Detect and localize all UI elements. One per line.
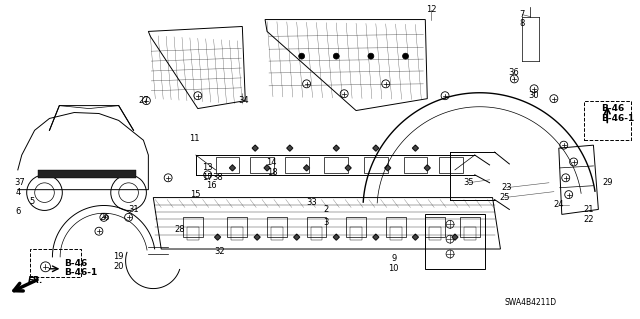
Bar — [404, 157, 428, 173]
Circle shape — [333, 53, 339, 59]
Bar — [310, 227, 323, 240]
Text: SWA4B4211D: SWA4B4211D — [504, 298, 557, 307]
Polygon shape — [333, 234, 339, 240]
Polygon shape — [333, 145, 339, 151]
Text: B-46-1: B-46-1 — [602, 114, 635, 123]
Polygon shape — [287, 145, 292, 151]
Polygon shape — [424, 165, 430, 171]
Text: 21: 21 — [583, 205, 594, 214]
Bar — [429, 227, 441, 240]
Text: 25: 25 — [499, 193, 509, 202]
Text: 22: 22 — [583, 215, 594, 224]
Text: 30: 30 — [529, 91, 540, 100]
Bar — [29, 249, 81, 277]
Text: FR.: FR. — [28, 276, 43, 285]
Text: 19: 19 — [113, 252, 124, 262]
Polygon shape — [230, 165, 236, 171]
Polygon shape — [345, 165, 351, 171]
Polygon shape — [303, 165, 310, 171]
Bar — [386, 217, 406, 237]
Text: 2: 2 — [324, 205, 329, 214]
Text: 28: 28 — [175, 225, 186, 234]
Text: 32: 32 — [214, 248, 225, 256]
Text: B-46-1: B-46-1 — [64, 268, 97, 277]
Polygon shape — [373, 145, 379, 151]
Circle shape — [299, 53, 305, 59]
Polygon shape — [412, 145, 419, 151]
Text: 4: 4 — [15, 188, 20, 197]
Text: 29: 29 — [602, 178, 612, 187]
Text: 20: 20 — [113, 262, 124, 271]
Text: 11: 11 — [189, 134, 200, 143]
Bar — [439, 157, 463, 173]
Text: 6: 6 — [15, 207, 20, 216]
Bar — [460, 217, 480, 237]
Bar — [464, 227, 476, 240]
Bar — [346, 217, 366, 237]
Text: 9: 9 — [391, 254, 396, 263]
Text: 16: 16 — [206, 181, 217, 190]
Text: 18: 18 — [267, 168, 277, 177]
Bar — [307, 217, 326, 237]
Bar — [390, 227, 401, 240]
Text: 38: 38 — [212, 173, 223, 182]
Text: 33: 33 — [306, 198, 317, 207]
Text: 37: 37 — [15, 178, 25, 187]
Polygon shape — [252, 145, 258, 151]
Text: 8: 8 — [520, 19, 525, 28]
Circle shape — [403, 53, 408, 59]
Text: B-46: B-46 — [602, 104, 625, 113]
Text: 36: 36 — [508, 69, 518, 78]
Text: 13: 13 — [202, 163, 213, 172]
Bar — [285, 157, 308, 173]
Text: 3: 3 — [324, 218, 329, 227]
Polygon shape — [452, 234, 458, 240]
Text: 26: 26 — [100, 213, 110, 222]
Circle shape — [368, 53, 374, 59]
Text: 17: 17 — [202, 173, 213, 182]
Bar — [250, 157, 274, 173]
Text: 14: 14 — [266, 159, 276, 167]
Bar — [324, 157, 348, 173]
Text: B-46: B-46 — [64, 259, 88, 268]
Bar — [227, 217, 247, 237]
Text: 27: 27 — [138, 96, 148, 105]
Bar — [271, 227, 283, 240]
Bar — [183, 217, 203, 237]
Bar — [38, 170, 136, 178]
Polygon shape — [214, 234, 221, 240]
Bar — [426, 217, 445, 237]
Text: 24: 24 — [554, 200, 564, 209]
Text: 12: 12 — [426, 5, 436, 14]
Polygon shape — [412, 234, 419, 240]
Text: 35: 35 — [463, 178, 474, 187]
Polygon shape — [294, 234, 300, 240]
Text: 10: 10 — [388, 264, 399, 273]
Bar — [216, 157, 239, 173]
Polygon shape — [264, 165, 270, 171]
Text: 15: 15 — [191, 190, 201, 199]
Text: 5: 5 — [29, 197, 35, 206]
Bar — [267, 217, 287, 237]
Text: 34: 34 — [238, 96, 248, 105]
Polygon shape — [373, 234, 379, 240]
Text: 31: 31 — [128, 205, 139, 214]
Bar — [364, 157, 388, 173]
Bar — [187, 227, 199, 240]
Text: 23: 23 — [501, 183, 512, 192]
Polygon shape — [385, 165, 390, 171]
Bar — [584, 101, 631, 140]
Bar — [350, 227, 362, 240]
Polygon shape — [254, 234, 260, 240]
Bar — [426, 214, 484, 269]
Bar — [232, 227, 243, 240]
Text: 7: 7 — [520, 10, 525, 19]
